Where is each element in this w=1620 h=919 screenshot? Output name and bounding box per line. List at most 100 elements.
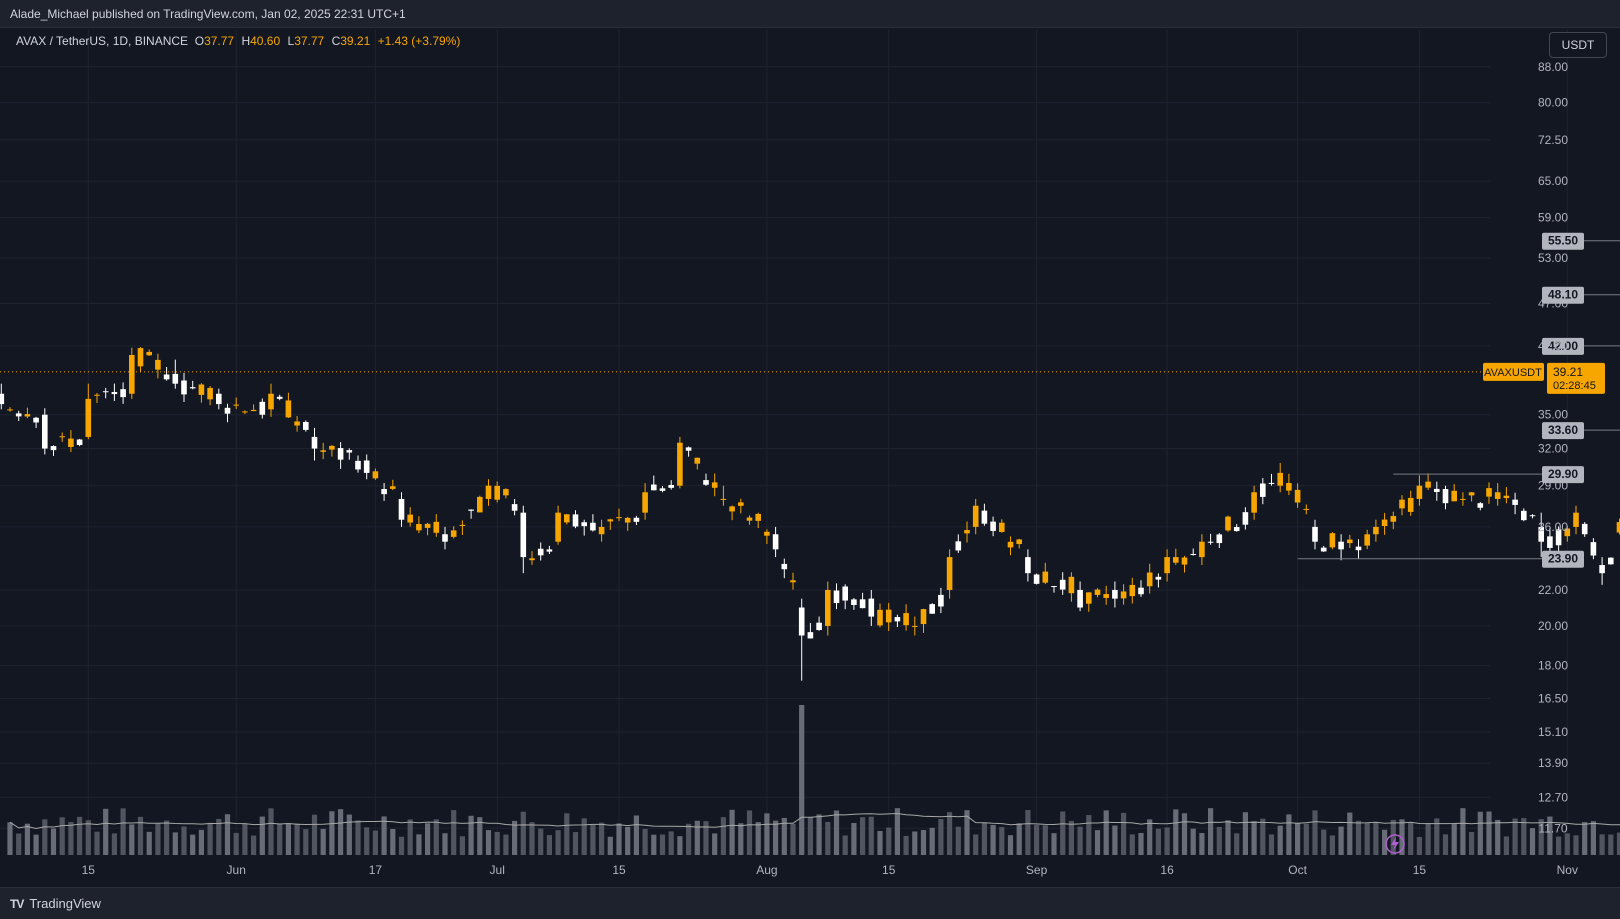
candle bbox=[416, 516, 422, 534]
volume-bar bbox=[677, 836, 683, 855]
candle bbox=[1521, 508, 1527, 522]
volume-bar bbox=[886, 827, 892, 855]
candle bbox=[1094, 588, 1101, 598]
time-axis-label: 16 bbox=[1160, 863, 1174, 877]
volume-bar bbox=[1529, 828, 1536, 855]
candle-body bbox=[268, 393, 274, 410]
volume-bar bbox=[277, 823, 283, 855]
candle bbox=[929, 603, 935, 614]
candle-body bbox=[1077, 589, 1083, 608]
volume-bar bbox=[398, 836, 405, 855]
level-badge-label: 48.10 bbox=[1548, 288, 1578, 302]
volume-bar bbox=[1538, 819, 1544, 855]
time-axis-label: 17 bbox=[369, 863, 383, 877]
volume-bar bbox=[947, 812, 953, 855]
volume-bar bbox=[164, 820, 170, 855]
candle-body bbox=[233, 404, 239, 406]
candle-body bbox=[555, 512, 561, 542]
volume-bar bbox=[1495, 819, 1501, 855]
high-value: 40.60 bbox=[250, 34, 281, 48]
volume-bar bbox=[1042, 825, 1048, 855]
candle-body bbox=[450, 530, 457, 537]
volume-bar bbox=[799, 705, 805, 855]
volume-bar bbox=[320, 828, 326, 855]
candle bbox=[990, 516, 996, 537]
candle-body bbox=[381, 488, 387, 495]
candle bbox=[955, 534, 962, 553]
volume-bar bbox=[451, 810, 457, 855]
volume-bar bbox=[1451, 824, 1457, 855]
price-axis-label: 59.00 bbox=[1538, 211, 1568, 225]
lightning-icon-ring bbox=[1385, 834, 1405, 854]
volume-bar bbox=[1103, 810, 1109, 855]
price-chart[interactable]: 55.50 48.10 42.00 33.60 29.90 23.90 88.00 80.00… bbox=[0, 28, 1620, 887]
volume-bar bbox=[1094, 830, 1101, 855]
candle-body bbox=[337, 448, 344, 460]
candle bbox=[137, 347, 144, 373]
volume-bar bbox=[146, 831, 152, 855]
candle bbox=[424, 522, 431, 536]
candle bbox=[1112, 581, 1118, 608]
candle-body bbox=[677, 442, 683, 486]
volume-bar bbox=[390, 828, 396, 855]
candle-body bbox=[764, 531, 770, 536]
candle bbox=[1416, 475, 1423, 506]
price-axis-label: 88.00 bbox=[1538, 60, 1568, 74]
candle-body bbox=[825, 589, 831, 626]
currency-button[interactable]: USDT bbox=[1549, 32, 1607, 58]
candle bbox=[1173, 548, 1179, 565]
candle-body bbox=[546, 549, 553, 552]
volume-bar bbox=[1521, 818, 1527, 855]
candle bbox=[346, 448, 353, 460]
high-label: H bbox=[241, 34, 251, 48]
candle-body bbox=[1434, 488, 1440, 492]
candle-body bbox=[1494, 492, 1501, 499]
candle-body bbox=[972, 505, 979, 527]
volume-bar bbox=[903, 835, 909, 855]
volume-bar bbox=[1616, 832, 1620, 855]
candle bbox=[1007, 536, 1014, 556]
candle bbox=[485, 479, 492, 506]
chart-area[interactable]: 55.50 48.10 42.00 33.60 29.90 23.90 88.00 80.00… bbox=[0, 28, 1620, 887]
candle-body bbox=[520, 512, 527, 558]
symbol-name[interactable]: AVAX / TetherUS, 1D, BINANCE bbox=[16, 34, 189, 48]
candle bbox=[1329, 532, 1336, 550]
volume-bar bbox=[503, 834, 509, 855]
low-label: L bbox=[287, 34, 295, 48]
candle bbox=[1338, 534, 1344, 561]
candle bbox=[1190, 548, 1196, 556]
volume-bar bbox=[1295, 823, 1301, 855]
volume-bar bbox=[433, 819, 439, 855]
candle-body bbox=[1503, 495, 1510, 499]
volume-bar bbox=[1347, 812, 1353, 855]
candle bbox=[1077, 581, 1083, 612]
volume-bar bbox=[651, 834, 657, 855]
candle bbox=[1547, 528, 1553, 552]
candle-body bbox=[146, 351, 152, 356]
volume-bar bbox=[1129, 834, 1135, 855]
volume-bar bbox=[1164, 827, 1170, 855]
symbol-legend[interactable]: AVAX / TetherUS, 1D, BINANCE O37.77 H40.… bbox=[16, 34, 464, 48]
volume-bar bbox=[590, 824, 596, 855]
candle-body bbox=[1581, 523, 1588, 535]
tradingview-brand[interactable]: TV TradingView bbox=[10, 896, 101, 911]
price-axis-label: 29.00 bbox=[1538, 479, 1568, 493]
volume-bar bbox=[242, 823, 248, 855]
candle-body bbox=[738, 502, 744, 506]
candle-body bbox=[1521, 510, 1527, 521]
volume-bar bbox=[1399, 819, 1405, 855]
volume-bar bbox=[781, 817, 787, 855]
candle bbox=[825, 581, 831, 636]
candle bbox=[511, 499, 518, 516]
candle-body bbox=[1329, 533, 1336, 548]
volume-bar bbox=[816, 814, 822, 855]
candle bbox=[1503, 487, 1510, 504]
candle-body bbox=[1164, 557, 1170, 574]
candle bbox=[1599, 557, 1605, 585]
volume-bar bbox=[1260, 818, 1266, 855]
change-value: +1.43 (+3.79%) bbox=[377, 34, 461, 48]
candle-body bbox=[1477, 503, 1484, 508]
candle-body bbox=[1233, 527, 1240, 532]
time-axis-label: Nov bbox=[1557, 863, 1578, 877]
volume-bar bbox=[425, 823, 431, 855]
